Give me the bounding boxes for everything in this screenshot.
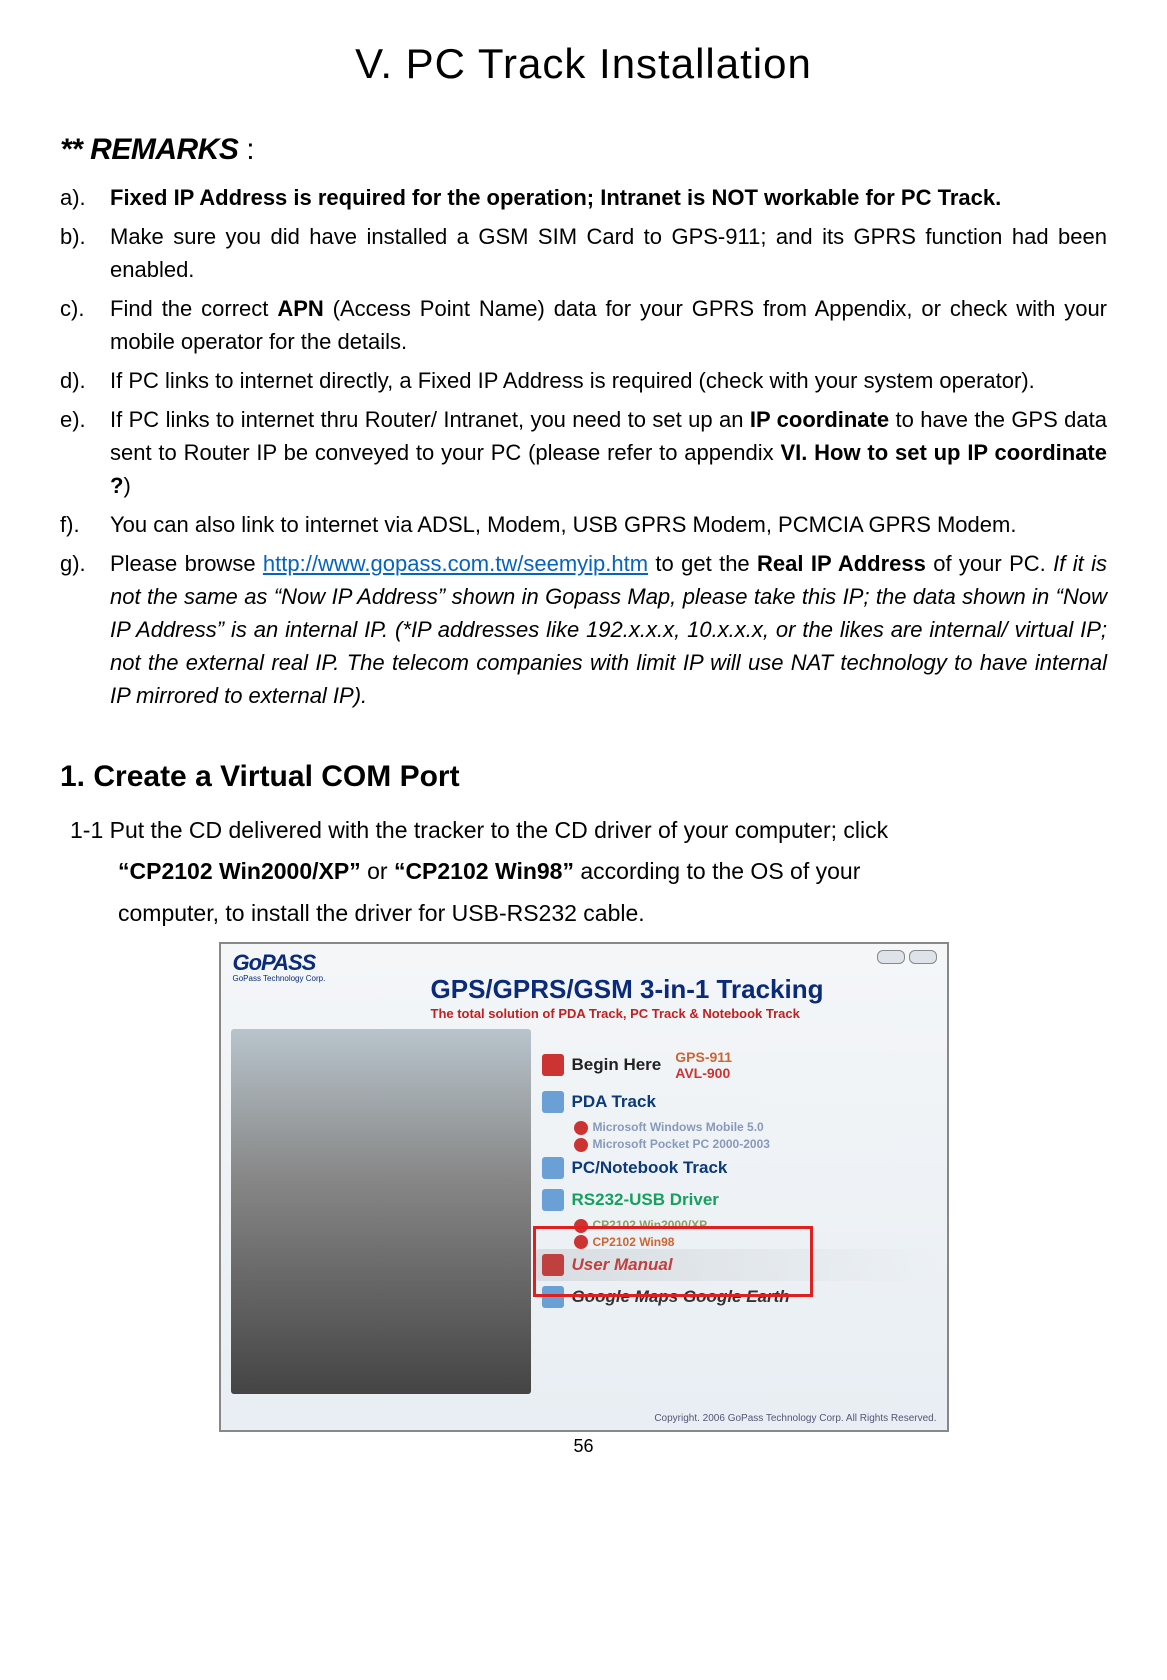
menu-rs232-usb: RS232-USB Driver (536, 1184, 937, 1216)
remark-g: g). Please browse http://www.gopass.com.… (60, 547, 1107, 712)
remark-f: f). You can also link to internet via AD… (60, 508, 1107, 541)
install-icon (542, 1189, 564, 1211)
remark-b: b). Make sure you did have installed a G… (60, 220, 1107, 286)
gopass-logo-subtitle: GoPass Technology Corp. (233, 974, 326, 983)
step-1-1: 1-1 Put the CD delivered with the tracke… (60, 810, 1107, 934)
remark-e: e). If PC links to internet thru Router/… (60, 403, 1107, 502)
install-icon (542, 1157, 564, 1179)
globe-icon (542, 1286, 564, 1308)
submenu-wm5: Microsoft Windows Mobile 5.0 (536, 1118, 937, 1135)
remark-a: a). Fixed IP Address is required for the… (60, 181, 1107, 214)
installer-copyright: Copyright. 2006 GoPass Technology Corp. … (221, 1413, 947, 1424)
section-heading: 1. Create a Virtual COM Port (60, 760, 1107, 794)
submenu-cp2102-98: CP2102 Win98 (536, 1233, 937, 1250)
remark-c: c). Find the correct APN (Access Point N… (60, 292, 1107, 358)
gopass-logo: GoPASS (233, 950, 316, 976)
remarks-heading: ** REMARKS : (60, 133, 1107, 167)
product-photo (231, 1029, 531, 1394)
submenu-pocketpc: Microsoft Pocket PC 2000-2003 (536, 1135, 937, 1152)
pdf-icon (542, 1254, 564, 1276)
menu-user-manual: User Manual (536, 1249, 937, 1281)
cd-icon (574, 1235, 588, 1249)
installer-subtitle: The total solution of PDA Track, PC Trac… (431, 1006, 800, 1021)
arrow-icon (542, 1054, 564, 1076)
window-controls (877, 950, 937, 964)
remark-d: d). If PC links to internet directly, a … (60, 364, 1107, 397)
installer-menu: Begin Here GPS-911 AVL-900 PDA Track Mic… (536, 1044, 937, 1313)
cd-icon (574, 1219, 588, 1233)
submenu-cp2102-xp: CP2102 Win2000/XP (536, 1216, 937, 1233)
menu-pda-track: PDA Track (536, 1086, 937, 1118)
menu-pc-notebook: PC/Notebook Track (536, 1152, 937, 1184)
gopass-link[interactable]: http://www.gopass.com.tw/seemyip.htm (263, 551, 648, 576)
cd-icon (574, 1121, 588, 1135)
install-icon (542, 1091, 564, 1113)
page-title: V. PC Track Installation (60, 40, 1107, 88)
installer-screenshot: GoPASS GoPass Technology Corp. GPS/GPRS/… (219, 942, 949, 1432)
cd-icon (574, 1138, 588, 1152)
page-number: 56 (60, 1436, 1107, 1457)
menu-google: Google Maps Google Earth (536, 1281, 937, 1313)
installer-title: GPS/GPRS/GSM 3-in-1 Tracking (431, 974, 824, 1005)
menu-begin-here: Begin Here GPS-911 AVL-900 (536, 1044, 937, 1086)
